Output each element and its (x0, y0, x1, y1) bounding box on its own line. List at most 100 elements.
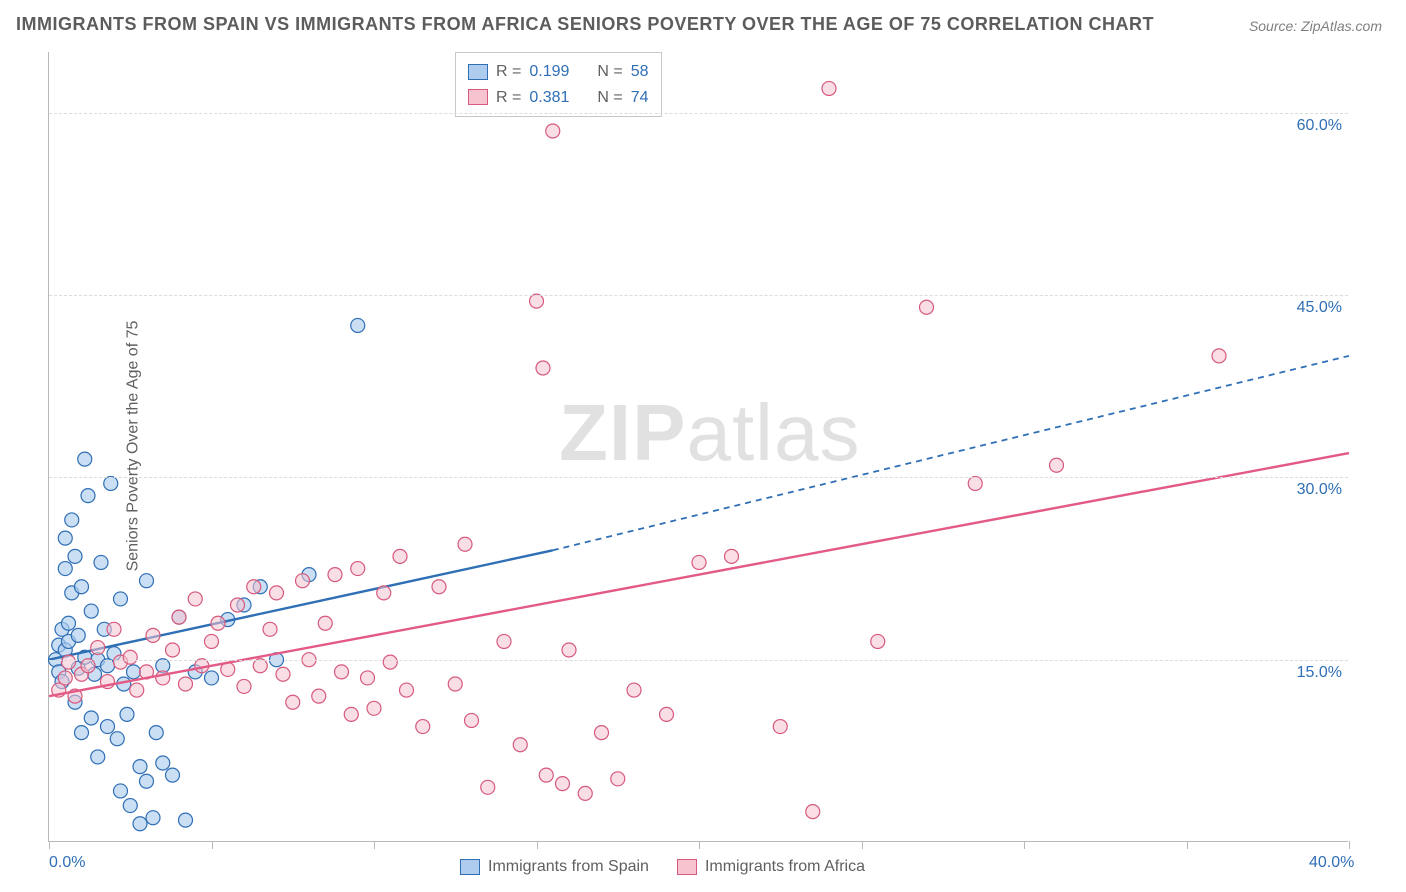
data-point-spain (84, 711, 98, 725)
data-point-africa (920, 300, 934, 314)
data-point-africa (81, 659, 95, 673)
data-point-africa (806, 805, 820, 819)
data-point-spain (110, 732, 124, 746)
data-point-africa (130, 683, 144, 697)
data-point-spain (68, 549, 82, 563)
data-point-africa (530, 294, 544, 308)
data-point-africa (205, 634, 219, 648)
data-point-spain (71, 628, 85, 642)
data-point-africa (611, 772, 625, 786)
data-point-africa (1212, 349, 1226, 363)
data-point-africa (253, 659, 267, 673)
data-point-africa (107, 622, 121, 636)
data-point-spain (114, 592, 128, 606)
data-point-africa (536, 361, 550, 375)
legend-series: Immigrants from Spain Immigrants from Af… (460, 858, 865, 876)
data-point-africa (231, 598, 245, 612)
x-tick (212, 841, 213, 849)
data-point-africa (383, 655, 397, 669)
data-point-africa (556, 777, 570, 791)
y-tick-label: 45.0% (1297, 299, 1342, 317)
data-point-africa (725, 549, 739, 563)
data-point-africa (188, 592, 202, 606)
x-tick (537, 841, 538, 849)
data-point-africa (497, 634, 511, 648)
data-point-africa (595, 726, 609, 740)
data-point-africa (62, 655, 76, 669)
data-point-africa (166, 643, 180, 657)
data-point-spain (58, 562, 72, 576)
data-point-africa (481, 780, 495, 794)
gridline (49, 660, 1348, 661)
data-point-africa (123, 650, 137, 664)
trend-line-spain-extrapolated (553, 356, 1349, 550)
data-point-africa (312, 689, 326, 703)
data-point-africa (871, 634, 885, 648)
data-point-spain (58, 531, 72, 545)
data-point-africa (172, 610, 186, 624)
data-point-spain (146, 811, 160, 825)
legend-item-africa: Immigrants from Africa (677, 858, 865, 876)
data-point-spain (94, 555, 108, 569)
data-point-africa (146, 628, 160, 642)
legend-correlation: R = 0.199 N = 58 R = 0.381 N = 74 (455, 52, 662, 117)
gridline (49, 477, 1348, 478)
r-value: 0.381 (529, 85, 569, 111)
x-tick (374, 841, 375, 849)
data-point-africa (58, 671, 72, 685)
data-point-africa (393, 549, 407, 563)
data-point-spain (140, 574, 154, 588)
x-tick (1187, 841, 1188, 849)
n-value: 58 (631, 59, 649, 85)
data-point-africa (377, 586, 391, 600)
data-point-spain (179, 813, 193, 827)
data-point-africa (263, 622, 277, 636)
data-point-spain (205, 671, 219, 685)
n-value: 74 (631, 85, 649, 111)
x-tick-label: 0.0% (49, 854, 85, 872)
data-point-africa (627, 683, 641, 697)
legend-item-spain: Immigrants from Spain (460, 858, 649, 876)
data-point-spain (81, 489, 95, 503)
data-point-africa (296, 574, 310, 588)
data-point-spain (133, 817, 147, 831)
data-point-africa (237, 679, 251, 693)
y-tick-label: 30.0% (1297, 481, 1342, 499)
data-point-africa (1050, 458, 1064, 472)
swatch-africa (468, 89, 488, 105)
y-tick-label: 60.0% (1297, 117, 1342, 135)
x-tick (49, 841, 50, 849)
data-point-spain (101, 720, 115, 734)
r-label: R = (496, 59, 521, 85)
data-point-africa (578, 786, 592, 800)
data-point-spain (133, 760, 147, 774)
data-point-africa (546, 124, 560, 138)
chart-title: IMMIGRANTS FROM SPAIN VS IMMIGRANTS FROM… (16, 14, 1154, 35)
x-tick (699, 841, 700, 849)
data-point-africa (513, 738, 527, 752)
plot-area: ZIPatlas R = 0.199 N = 58 R = 0.381 N = … (48, 52, 1348, 842)
data-point-africa (968, 476, 982, 490)
data-point-africa (179, 677, 193, 691)
r-value: 0.199 (529, 59, 569, 85)
plot-svg (49, 52, 1348, 841)
swatch-africa-icon (677, 859, 697, 875)
data-point-africa (351, 562, 365, 576)
data-point-africa (328, 568, 342, 582)
data-point-africa (361, 671, 375, 685)
data-point-spain (78, 452, 92, 466)
data-point-africa (211, 616, 225, 630)
legend-label: Immigrants from Africa (705, 858, 865, 876)
data-point-africa (276, 667, 290, 681)
data-point-spain (149, 726, 163, 740)
data-point-africa (448, 677, 462, 691)
data-point-africa (367, 701, 381, 715)
data-point-spain (123, 799, 137, 813)
data-point-africa (91, 641, 105, 655)
data-point-spain (166, 768, 180, 782)
data-point-africa (286, 695, 300, 709)
data-point-africa (562, 643, 576, 657)
data-point-spain (120, 707, 134, 721)
data-point-africa (458, 537, 472, 551)
data-point-africa (416, 720, 430, 734)
